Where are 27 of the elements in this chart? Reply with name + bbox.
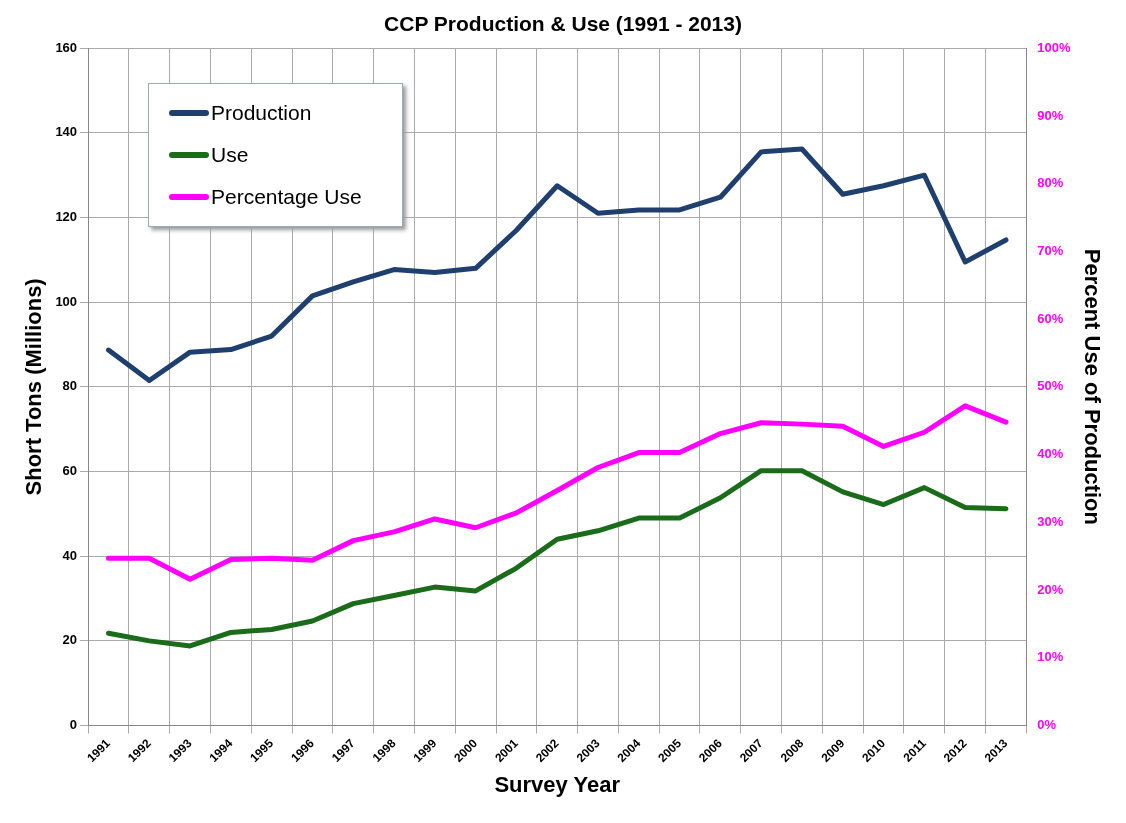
y-tick-label: 120 [55, 209, 78, 225]
y2-tick-label: 70% [1037, 242, 1064, 258]
legend-label: Production [211, 101, 312, 125]
y2-tick-label: 20% [1037, 581, 1064, 597]
legend-label: Use [211, 143, 249, 167]
y-tick-label: 140 [55, 124, 78, 140]
y2-tick-label: 10% [1037, 649, 1064, 665]
y2-tick-label: 30% [1037, 513, 1064, 529]
y-tick-label: 160 [55, 39, 78, 55]
y-tick-label: 80 [62, 378, 78, 394]
y-tick-label: 0 [69, 717, 78, 733]
y2-tick-label: 80% [1037, 175, 1064, 191]
y2-tick-label: 90% [1037, 107, 1064, 123]
y-tick-label: 20 [62, 632, 78, 648]
legend-label: Percentage Use [211, 185, 362, 209]
y-tick-label: 40 [62, 547, 78, 563]
y2-axis-title: Percent Use of Production [1079, 248, 1105, 526]
y-tick-label: 60 [62, 463, 78, 479]
y-axis-title: Short Tons (Millions) [21, 278, 47, 496]
y-tick-label: 100 [55, 293, 78, 309]
y2-tick-label: 60% [1037, 310, 1064, 326]
y2-tick-label: 40% [1037, 446, 1064, 462]
y2-tick-label: 50% [1037, 378, 1064, 394]
y2-tick-label: 0% [1037, 717, 1057, 733]
chart-title: CCP Production & Use (1991 - 2013) [384, 12, 742, 36]
x-axis-title: Survey Year [494, 771, 621, 797]
y2-tick-label: 100% [1037, 39, 1072, 55]
